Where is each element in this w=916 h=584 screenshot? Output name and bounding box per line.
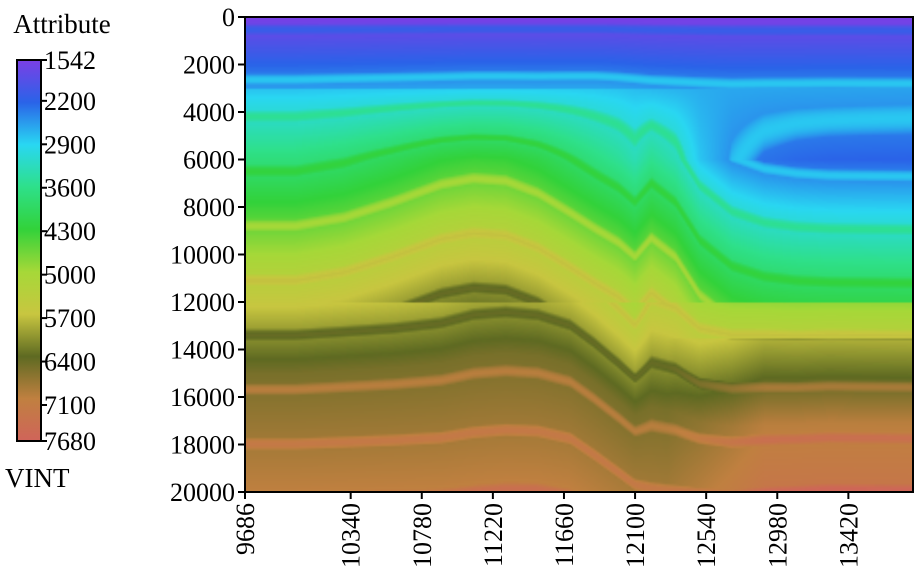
colorbar-tick-label: 7100 [44,391,96,420]
y-tick-label: 8000 [183,193,235,222]
x-tick-label: 12980 [763,503,792,568]
x-tick-label: 11220 [479,503,508,567]
x-axis: 9686 10340 10780 11220 11660 12100 12540 12980 1… [231,492,863,568]
x-tick-label: 12100 [621,503,650,568]
y-tick-label: 12000 [170,288,235,317]
y-tick-label: 2000 [183,51,235,80]
y-tick-label: 16000 [170,383,235,412]
x-tick-label: 10340 [337,503,366,568]
legend-title: Attribute [13,9,110,39]
x-tick-label: 9686 [231,503,260,555]
colorbar-tick-label: 5700 [44,304,96,333]
colorbar [16,59,42,442]
y-tick-label: 14000 [170,336,235,365]
colorbar-tick-label: 2200 [44,87,96,116]
colorbar-tick-label: 1542 [44,46,96,75]
y-axis: 0 2000 4000 6000 8000 10000 12000 14000 16000 180… [170,3,245,507]
colorbar-tick-label: 6400 [44,348,96,377]
colorbar-tick-label: 7680 [44,427,96,456]
y-tick-label: 6000 [183,146,235,175]
x-tick-label: 13420 [834,503,863,568]
y-tick-label: 0 [222,3,235,32]
colorbar-ticks: 1542 2200 2900 3600 4300 5000 5700 6400 7100 7680 [41,46,96,456]
y-tick-label: 4000 [183,98,235,127]
heatmap-image [245,17,913,492]
colorbar-label: VINT [5,463,70,493]
x-tick-label: 10780 [408,503,437,568]
colorbar-tick-label: 5000 [44,261,96,290]
colorbar-tick-label: 3600 [44,174,96,203]
y-tick-label: 20000 [170,478,235,507]
x-tick-label: 11660 [550,503,579,567]
colorbar-tick-label: 4300 [44,217,96,246]
colorbar-tick-label: 2900 [44,130,96,159]
y-tick-label: 18000 [170,431,235,460]
y-tick-label: 10000 [170,241,235,270]
x-tick-label: 12540 [692,503,721,568]
